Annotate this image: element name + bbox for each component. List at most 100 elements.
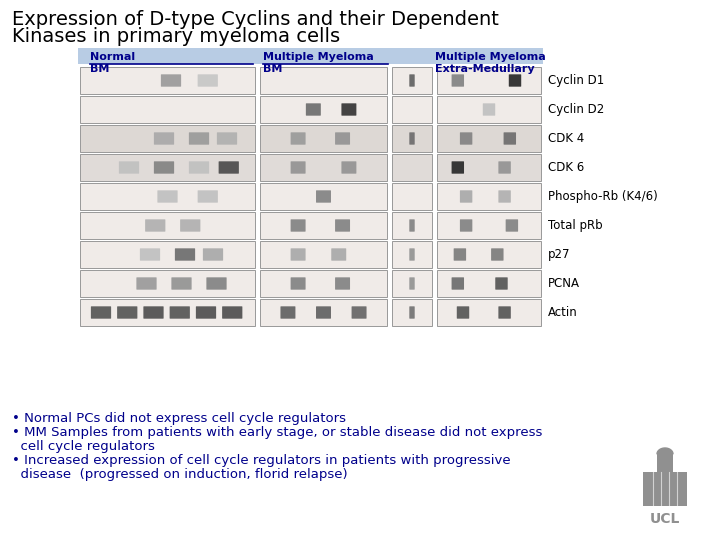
Text: UCL: UCL — [650, 512, 680, 526]
Bar — [437, 154, 541, 181]
FancyBboxPatch shape — [409, 219, 415, 232]
Text: • Increased expression of cell cycle regulators in patients with progressive: • Increased expression of cell cycle reg… — [12, 454, 510, 467]
FancyBboxPatch shape — [161, 75, 181, 86]
FancyBboxPatch shape — [409, 278, 415, 289]
FancyBboxPatch shape — [335, 219, 350, 232]
Polygon shape — [657, 448, 673, 454]
Text: Cyclin D2: Cyclin D2 — [548, 103, 604, 116]
FancyBboxPatch shape — [91, 306, 111, 319]
Bar — [80, 241, 255, 268]
Bar — [437, 183, 541, 210]
Bar — [260, 96, 387, 123]
Bar — [80, 67, 255, 94]
FancyBboxPatch shape — [335, 132, 350, 145]
FancyBboxPatch shape — [460, 190, 472, 202]
Bar — [260, 183, 387, 210]
Text: CDK 4: CDK 4 — [548, 132, 584, 145]
FancyBboxPatch shape — [351, 306, 366, 319]
FancyBboxPatch shape — [509, 75, 521, 86]
Text: Multiple Myeloma
BM: Multiple Myeloma BM — [263, 52, 374, 73]
FancyBboxPatch shape — [341, 161, 356, 174]
FancyBboxPatch shape — [505, 219, 518, 232]
Bar — [437, 241, 541, 268]
Bar — [392, 154, 432, 181]
Bar — [392, 125, 432, 152]
FancyBboxPatch shape — [143, 306, 163, 319]
FancyBboxPatch shape — [451, 75, 464, 86]
Bar — [80, 270, 255, 297]
Bar — [437, 270, 541, 297]
FancyBboxPatch shape — [483, 103, 495, 116]
Bar — [78, 48, 543, 64]
Text: disease  (progressed on induction, florid relapse): disease (progressed on induction, florid… — [12, 468, 348, 481]
Bar — [437, 125, 541, 152]
Bar — [80, 154, 255, 181]
Bar — [392, 96, 432, 123]
FancyBboxPatch shape — [170, 306, 190, 319]
FancyBboxPatch shape — [460, 132, 472, 145]
FancyBboxPatch shape — [171, 278, 192, 289]
Text: CDK 6: CDK 6 — [548, 161, 584, 174]
FancyBboxPatch shape — [197, 75, 218, 86]
FancyBboxPatch shape — [222, 306, 243, 319]
FancyBboxPatch shape — [291, 248, 305, 261]
FancyBboxPatch shape — [281, 306, 295, 319]
Text: p27: p27 — [548, 248, 570, 261]
FancyBboxPatch shape — [316, 190, 331, 202]
FancyBboxPatch shape — [119, 161, 139, 174]
FancyBboxPatch shape — [219, 161, 239, 174]
FancyBboxPatch shape — [491, 248, 503, 261]
FancyBboxPatch shape — [154, 132, 174, 145]
FancyBboxPatch shape — [189, 132, 209, 145]
Bar — [260, 67, 387, 94]
Bar — [80, 212, 255, 239]
Text: Kinases in primary myeloma cells: Kinases in primary myeloma cells — [12, 27, 340, 46]
FancyBboxPatch shape — [306, 103, 321, 116]
FancyBboxPatch shape — [180, 219, 200, 232]
FancyBboxPatch shape — [158, 190, 178, 202]
FancyBboxPatch shape — [331, 248, 346, 261]
Text: Total pRb: Total pRb — [548, 219, 603, 232]
Text: Actin: Actin — [548, 306, 577, 319]
Bar — [437, 299, 541, 326]
FancyBboxPatch shape — [409, 132, 415, 145]
Bar — [80, 96, 255, 123]
Bar — [260, 154, 387, 181]
Text: Expression of D-type Cyclins and their Dependent: Expression of D-type Cyclins and their D… — [12, 10, 499, 29]
FancyBboxPatch shape — [498, 161, 510, 174]
Bar — [80, 299, 255, 326]
Text: • Normal PCs did not express cell cycle regulators: • Normal PCs did not express cell cycle … — [12, 412, 346, 425]
FancyBboxPatch shape — [316, 306, 331, 319]
FancyBboxPatch shape — [498, 190, 510, 202]
Bar — [643, 472, 687, 506]
Text: Phospho-Rb (K4/6): Phospho-Rb (K4/6) — [548, 190, 658, 203]
FancyBboxPatch shape — [341, 103, 356, 116]
FancyBboxPatch shape — [291, 278, 305, 289]
Bar — [260, 125, 387, 152]
FancyBboxPatch shape — [203, 248, 223, 261]
FancyBboxPatch shape — [454, 248, 466, 261]
FancyBboxPatch shape — [197, 190, 218, 202]
Text: Multiple Myeloma
Extra-Medullary: Multiple Myeloma Extra-Medullary — [435, 52, 546, 73]
Bar — [260, 212, 387, 239]
FancyBboxPatch shape — [498, 306, 510, 319]
Bar — [657, 454, 673, 472]
FancyBboxPatch shape — [409, 75, 415, 86]
FancyBboxPatch shape — [175, 248, 195, 261]
FancyBboxPatch shape — [451, 278, 464, 289]
Text: Cyclin D1: Cyclin D1 — [548, 74, 604, 87]
FancyBboxPatch shape — [409, 306, 415, 319]
FancyBboxPatch shape — [154, 161, 174, 174]
Bar — [392, 270, 432, 297]
Bar — [392, 183, 432, 210]
Text: • MM Samples from patients with early stage, or stable disease did not express: • MM Samples from patients with early st… — [12, 426, 542, 439]
FancyBboxPatch shape — [503, 132, 516, 145]
Bar — [392, 212, 432, 239]
Bar — [80, 183, 255, 210]
FancyBboxPatch shape — [136, 278, 157, 289]
Bar — [260, 241, 387, 268]
FancyBboxPatch shape — [451, 161, 464, 174]
FancyBboxPatch shape — [140, 248, 160, 261]
Text: PCNA: PCNA — [548, 277, 580, 290]
Text: Normal
BM: Normal BM — [90, 52, 135, 73]
